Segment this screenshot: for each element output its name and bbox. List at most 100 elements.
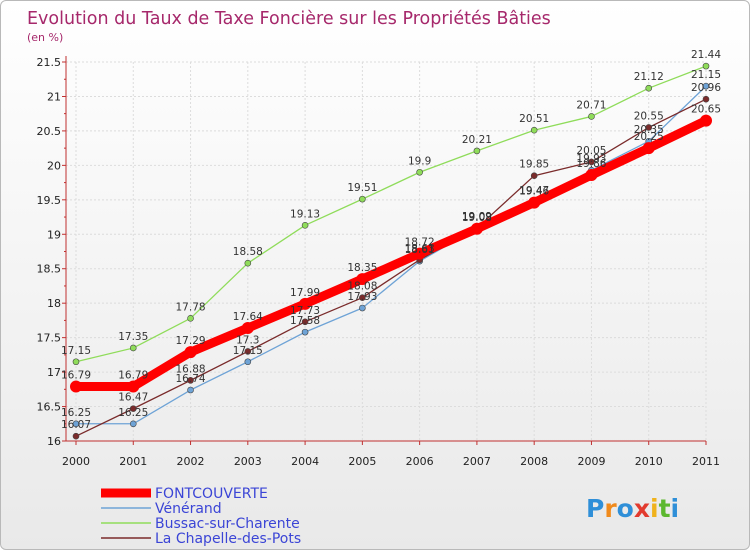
data-point	[359, 294, 366, 301]
data-point	[359, 304, 366, 312]
legend-label: La Chapelle-des-Pots	[155, 531, 301, 547]
data-label: 19.08	[462, 212, 492, 224]
data-point	[129, 420, 137, 428]
x-tick-label: 2008	[520, 455, 548, 468]
data-label: 20.65	[691, 104, 721, 116]
y-tick-label: 20	[47, 159, 61, 172]
y-tick-label: 18.5	[37, 263, 62, 276]
data-label: 21.44	[691, 49, 721, 61]
data-point	[530, 126, 538, 134]
x-tick-label: 2004	[291, 455, 319, 468]
data-label: 16.25	[61, 407, 91, 419]
data-label: 20.96	[691, 82, 721, 94]
data-label: 16.25	[118, 407, 148, 419]
data-point	[241, 321, 254, 334]
data-label: 18.08	[347, 281, 377, 293]
y-tick-label: 17.5	[37, 332, 62, 345]
data-label: 16.47	[118, 392, 148, 404]
data-label: 16.88	[176, 363, 206, 375]
data-label: 17.73	[290, 305, 320, 317]
data-point	[127, 380, 140, 393]
y-tick-label: 16	[47, 435, 61, 448]
data-point	[72, 358, 80, 366]
data-point	[187, 377, 194, 384]
legend-label: FONTCOUVERTE	[155, 486, 268, 502]
series-bussac-sur-charente	[72, 62, 710, 366]
data-point	[187, 315, 194, 322]
y-tick-label: 19	[47, 228, 61, 241]
y-tick-label: 17	[47, 366, 61, 379]
series-line	[71, 116, 711, 392]
x-tick-label: 2002	[177, 455, 205, 468]
data-point	[588, 158, 595, 166]
axes: 16 16.5 17 17.5 18 18.5 19 19.5 20 20.5 21 21.5 2000…	[37, 56, 720, 468]
y-axis-label: (en %)	[27, 31, 63, 44]
data-label: 20.51	[519, 113, 549, 125]
data-point	[588, 113, 595, 120]
data-point	[645, 124, 653, 131]
data-label: 18.72	[405, 237, 435, 249]
data-point	[184, 346, 197, 359]
y-tick-label: 21.5	[37, 56, 62, 69]
data-point	[530, 172, 538, 179]
data-point	[470, 222, 483, 235]
y-tick-label: 20.5	[37, 125, 62, 138]
data-labels: 17.15 17.35 17.78 18.58 19.13 19.51 19.9 20.21 2…	[61, 49, 721, 431]
data-label: 20.35	[634, 124, 664, 136]
data-label: 17.99	[290, 287, 320, 299]
y-tick-label: 21	[47, 90, 61, 103]
series-line	[75, 98, 707, 437]
data-label: 17.35	[118, 331, 148, 343]
legend-label: Vénérand	[155, 501, 222, 517]
data-point	[356, 273, 369, 286]
y-tick-label: 18	[47, 297, 61, 310]
data-point	[187, 386, 194, 394]
data-label: 17.58	[290, 315, 320, 327]
data-label: 17.3	[236, 334, 259, 346]
data-label: 16.79	[61, 370, 91, 382]
data-point	[244, 358, 252, 366]
data-point	[413, 247, 426, 260]
data-point	[702, 95, 710, 103]
data-label: 21.15	[691, 69, 721, 81]
data-label: 20.05	[576, 145, 606, 157]
chart-title: Evolution du Taux de Taxe Foncière sur l…	[27, 9, 551, 29]
x-tick-label: 2011	[692, 455, 720, 468]
data-label: 21.12	[634, 71, 664, 83]
y-tick-label: 16.5	[37, 401, 62, 414]
proxiti-logo: Proxiti	[586, 494, 679, 523]
data-point	[301, 222, 309, 229]
data-point	[416, 168, 423, 176]
x-tick-label: 2000	[62, 455, 90, 468]
data-label: 17.15	[61, 345, 91, 357]
data-label: 17.78	[176, 301, 206, 313]
data-label: 20.25	[634, 131, 664, 143]
data-label: 19.9	[408, 155, 431, 167]
data-label: 19.09	[462, 211, 492, 223]
data-label: 18.63	[405, 243, 435, 255]
data-point	[645, 84, 653, 92]
data-point	[585, 169, 598, 182]
data-label: 19.93	[576, 153, 606, 165]
data-label: 19.86	[576, 158, 606, 170]
data-point	[301, 328, 309, 336]
grid	[66, 61, 707, 442]
logo-text: Proxiti	[586, 494, 679, 523]
series-fontcouverte	[70, 114, 712, 393]
series-venerand	[72, 82, 710, 428]
data-label: 18.58	[233, 246, 263, 258]
data-label: 20.71	[576, 99, 606, 111]
data-point	[244, 259, 252, 267]
data-label: 16.07	[61, 419, 91, 431]
data-point	[702, 62, 710, 70]
data-point	[72, 420, 80, 428]
data-point	[299, 297, 312, 310]
data-label: 18.35	[347, 262, 377, 274]
data-label: 19.51	[347, 182, 377, 194]
data-point	[700, 114, 712, 127]
data-point	[528, 196, 541, 209]
data-point	[359, 195, 366, 203]
data-label: 19.85	[519, 159, 549, 171]
